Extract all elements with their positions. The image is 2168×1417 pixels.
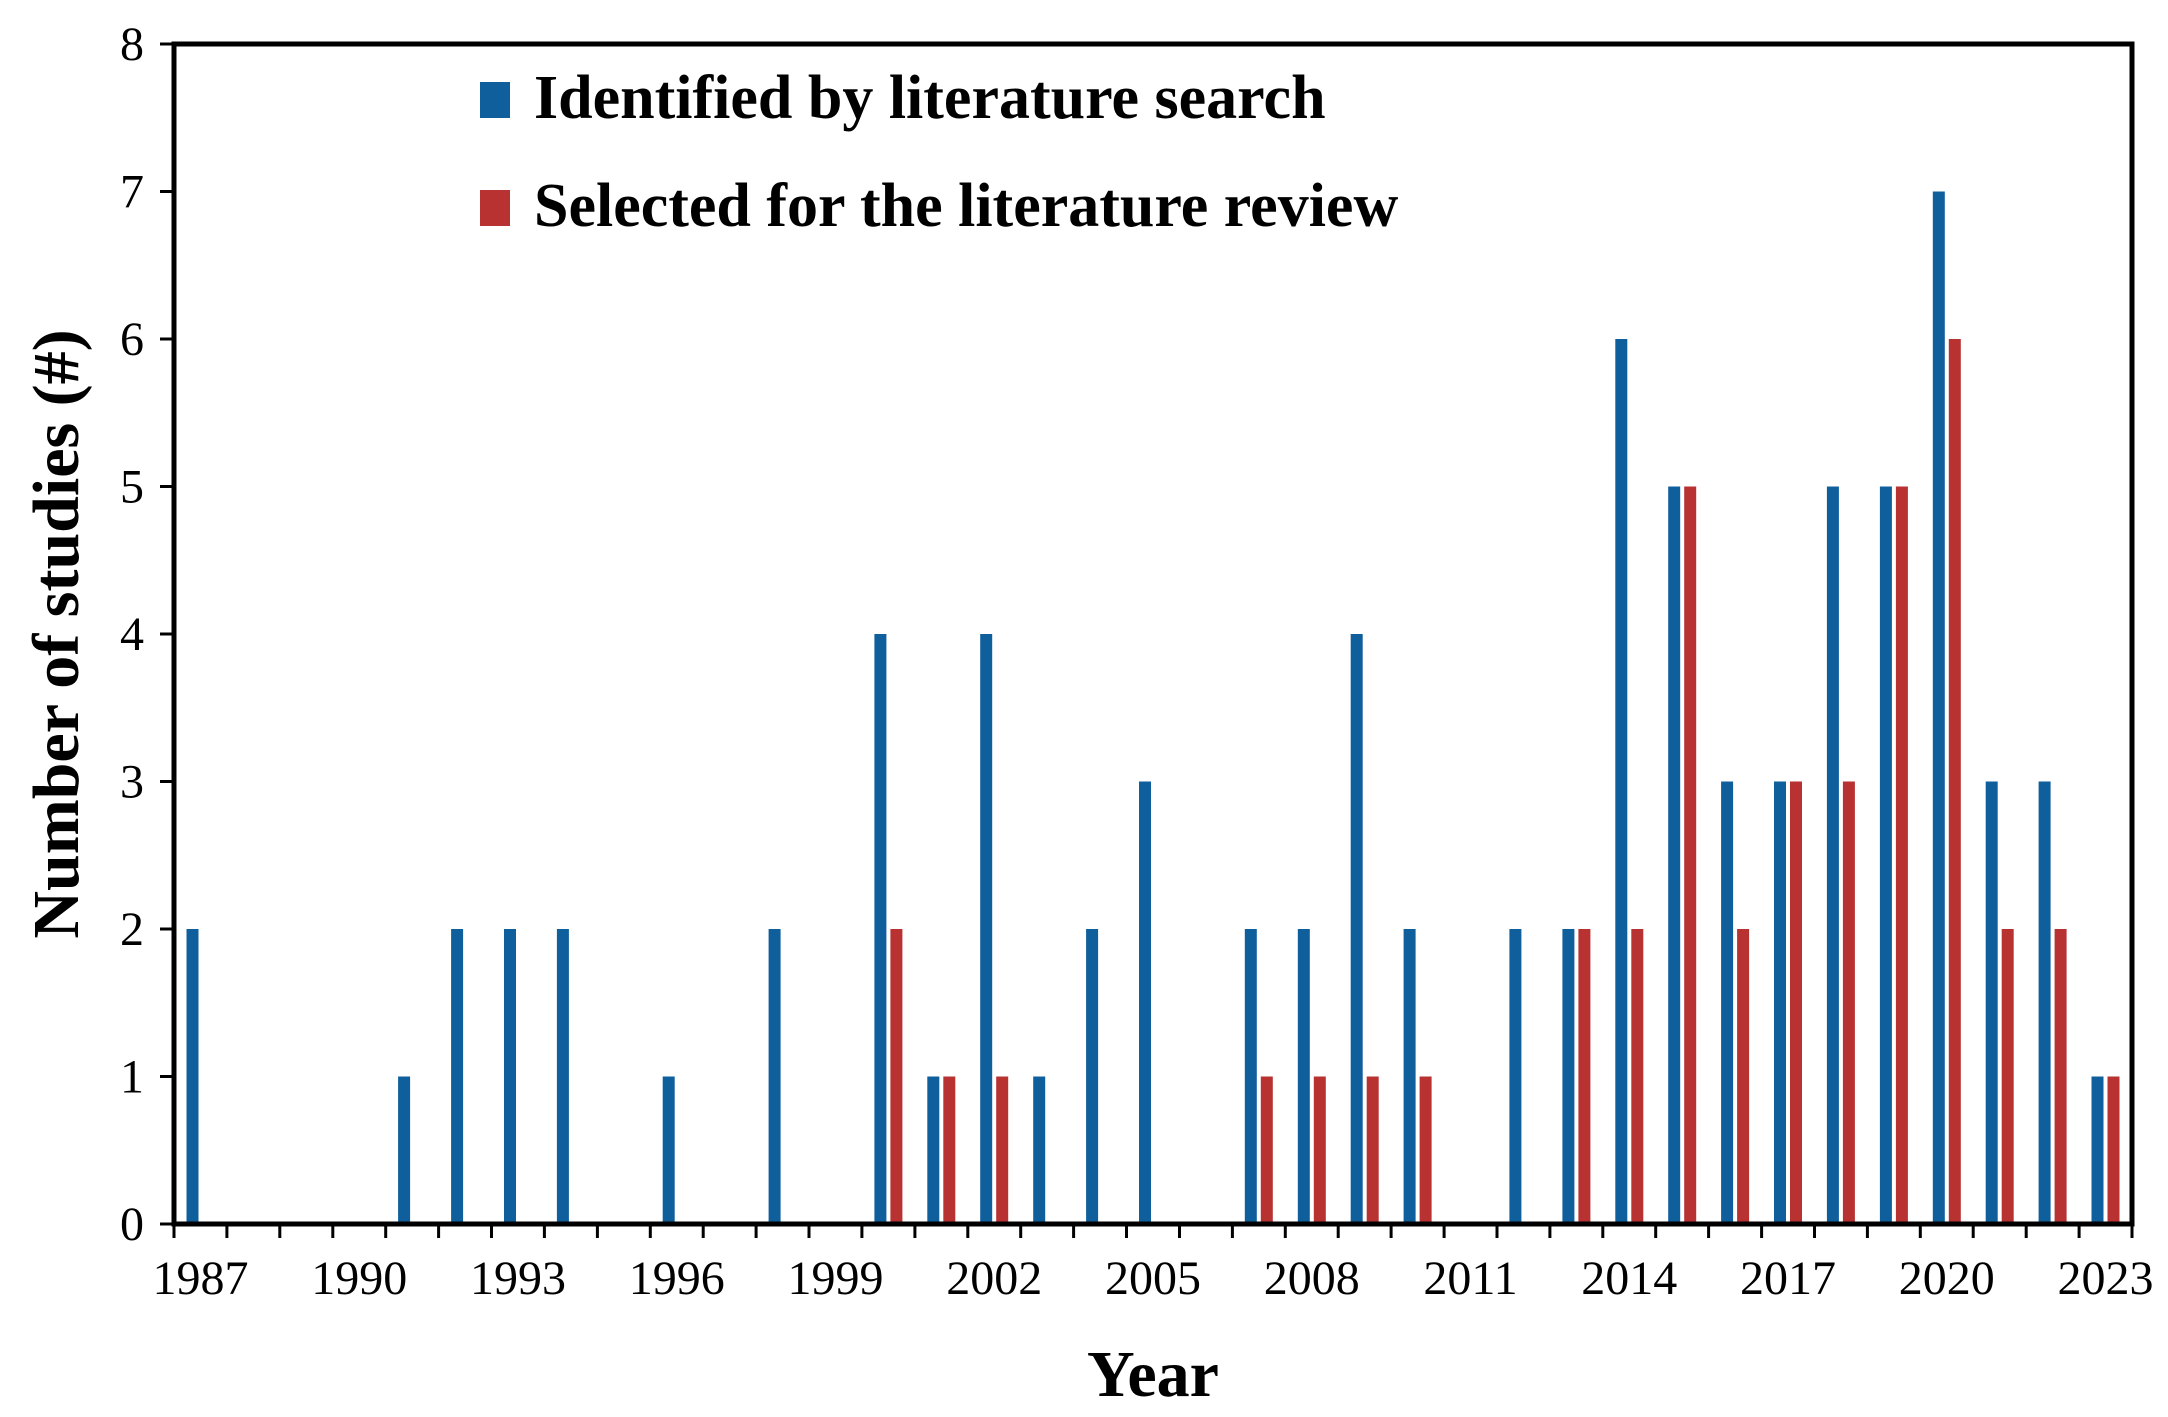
- bar-identified: [1668, 486, 1681, 1224]
- bar-identified: [1615, 339, 1628, 1224]
- bar-identified: [1139, 781, 1151, 1224]
- x-tick-label: 1987: [153, 1252, 249, 1305]
- x-tick-label: 1999: [788, 1252, 884, 1305]
- bar-selected: [1631, 929, 1644, 1224]
- bar-identified: [504, 929, 516, 1224]
- bar-identified: [1721, 781, 1734, 1224]
- bar-identified: [1932, 191, 1945, 1224]
- plot-frame: [171, 41, 2135, 1227]
- ticks-layer: 1987 1990 1993 1996 1999 2002 2005 2008 2011 2014…: [120, 18, 2154, 1305]
- y-tick-label: 5: [120, 461, 144, 514]
- bar-selected: [890, 929, 903, 1224]
- x-tick-label: 1990: [311, 1252, 407, 1305]
- bar-selected: [2107, 1076, 2120, 1224]
- bar-selected: [1366, 1076, 1379, 1224]
- x-tick-label: 2017: [1740, 1252, 1836, 1305]
- bar-identified: [980, 634, 993, 1224]
- x-tick-label: 2002: [946, 1252, 1042, 1305]
- bar-identified: [768, 929, 781, 1224]
- x-tick-label: 2020: [1899, 1252, 1995, 1305]
- bar-selected: [1737, 929, 1750, 1224]
- y-axis-title: Number of studies (#): [20, 329, 93, 938]
- bar-selected: [1313, 1076, 1326, 1224]
- y-tick-label: 8: [120, 18, 144, 71]
- y-tick-label: 6: [120, 313, 144, 366]
- bar-identified: [2038, 781, 2051, 1224]
- legend-swatch-selected: [480, 190, 510, 226]
- x-tick-label: 1996: [629, 1252, 725, 1305]
- bar-selected: [1684, 486, 1697, 1224]
- bars-layer: [186, 191, 2120, 1224]
- bar-selected: [1260, 1076, 1273, 1224]
- y-tick-label: 4: [120, 608, 144, 661]
- legend-swatch-identified: [480, 82, 510, 118]
- legend: Identified by literature search Selected …: [480, 64, 1398, 240]
- bar-identified: [2091, 1076, 2104, 1224]
- x-tick-label: 1993: [470, 1252, 566, 1305]
- bar-identified: [662, 1076, 675, 1224]
- bar-identified: [556, 929, 569, 1224]
- bar-identified: [1350, 634, 1363, 1224]
- bar-identified: [1403, 929, 1416, 1224]
- bar-identified: [398, 1076, 411, 1224]
- bar-selected: [996, 1076, 1009, 1224]
- x-tick-label: 2023: [2058, 1252, 2154, 1305]
- bar-identified: [1826, 486, 1839, 1224]
- bar-identified: [1509, 929, 1522, 1224]
- bar-identified: [451, 929, 464, 1224]
- bar-selected: [2001, 929, 2014, 1224]
- bar-identified: [1244, 929, 1257, 1224]
- bar-identified: [186, 929, 199, 1224]
- bar-identified: [927, 1076, 940, 1224]
- x-tick-label: 2005: [1105, 1252, 1201, 1305]
- x-tick-label: 2011: [1423, 1252, 1517, 1305]
- bar-identified: [874, 634, 887, 1224]
- bar-identified: [1774, 781, 1786, 1224]
- bar-selected: [1895, 486, 1908, 1224]
- bar-identified: [1033, 1076, 1046, 1224]
- bar-identified: [1879, 486, 1892, 1224]
- x-axis-title: Year: [1087, 1338, 1219, 1411]
- bar-identified: [1985, 781, 1998, 1224]
- bar-selected: [1948, 339, 1961, 1224]
- x-tick-label: 2014: [1581, 1252, 1677, 1305]
- bar-selected: [1790, 781, 1802, 1224]
- bar-identified: [1562, 929, 1575, 1224]
- bar-identified: [1086, 929, 1099, 1224]
- legend-label-selected: Selected for the literature review: [534, 172, 1398, 240]
- y-tick-label: 2: [120, 903, 144, 956]
- bar-identified: [1297, 929, 1310, 1224]
- bar-selected: [943, 1076, 956, 1224]
- y-tick-label: 1: [120, 1051, 144, 1104]
- y-tick-label: 7: [120, 166, 144, 219]
- bar-selected: [1578, 929, 1591, 1224]
- bar-selected: [1842, 781, 1855, 1224]
- legend-label-identified: Identified by literature search: [534, 64, 1326, 132]
- y-tick-label: 3: [120, 756, 144, 809]
- bar-selected: [2054, 929, 2067, 1224]
- y-tick-label: 0: [120, 1198, 144, 1251]
- bar-selected: [1419, 1076, 1432, 1224]
- x-tick-label: 2008: [1264, 1252, 1360, 1305]
